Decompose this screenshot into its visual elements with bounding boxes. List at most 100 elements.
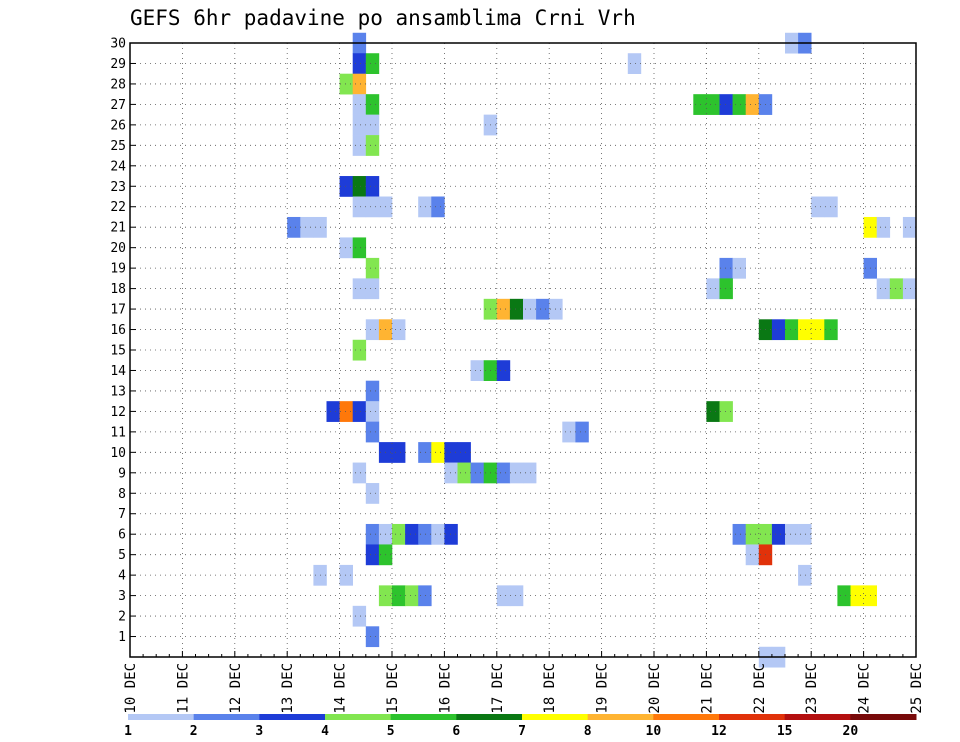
x-tick-label: 19 DEC <box>595 663 611 714</box>
colorbar-segment <box>128 714 195 720</box>
y-tick-label: 18 <box>110 282 126 297</box>
colorbar-label: 12 <box>711 724 727 739</box>
heatmap-cell <box>431 196 445 218</box>
heatmap-cell <box>562 421 576 443</box>
x-tick-label: 10 DEC <box>123 663 139 714</box>
colorbar-segment <box>784 714 851 720</box>
y-tick-label: 26 <box>110 118 126 133</box>
heatmap-cell <box>509 585 524 607</box>
heatmap-cell <box>392 523 406 545</box>
heatmap-cell <box>352 278 367 300</box>
heatmap-cell <box>444 442 458 463</box>
y-axis: 1234567891011121314151617181920212223242… <box>110 37 136 645</box>
heatmap-cell <box>719 278 733 300</box>
colorbar-label: 2 <box>190 724 198 739</box>
colorbar-label: 15 <box>777 724 793 739</box>
y-tick-label: 8 <box>118 487 126 502</box>
heatmap-cell <box>732 523 746 545</box>
heatmap-cell <box>785 319 799 341</box>
y-tick-label: 15 <box>110 344 126 359</box>
colorbar-segment <box>653 714 720 720</box>
x-axis: 10 DEC 11 DEC 12 DEC 13 DEC 14 DEC 15 DEC 16 D… <box>123 651 925 714</box>
heatmap-cell <box>405 585 419 607</box>
y-tick-label: 23 <box>110 180 126 195</box>
heatmap-cell <box>902 216 917 238</box>
colorbar-segment <box>522 714 589 720</box>
y-tick-label: 5 <box>118 548 126 563</box>
heatmap-cell <box>496 298 511 320</box>
y-tick-label: 10 <box>110 446 126 461</box>
y-tick-label: 20 <box>110 241 126 256</box>
heatmap-cell <box>339 73 353 95</box>
heatmap-cell <box>509 298 524 320</box>
heatmap-cell <box>431 523 445 545</box>
x-tick-label: 23 DEC <box>804 663 820 714</box>
heatmap-cell <box>876 216 891 238</box>
y-tick-label: 9 <box>118 466 126 481</box>
colorbar-segment <box>850 714 917 720</box>
heatmap-cell <box>418 442 432 463</box>
colorbar-segment <box>325 714 392 720</box>
heatmap-cell <box>365 135 380 156</box>
heatmap-cell <box>339 564 353 586</box>
heatmap-cell <box>365 257 380 279</box>
heatmap-cell <box>470 360 484 381</box>
cells-layer <box>287 32 917 668</box>
heatmap-cell <box>365 523 380 545</box>
heatmap-cell <box>523 462 537 484</box>
heatmap-cell <box>352 73 367 95</box>
colorbar-label: 20 <box>843 724 859 739</box>
heatmap-cell <box>719 94 733 115</box>
y-tick-label: 19 <box>110 262 126 277</box>
heatmap-cell <box>771 523 786 545</box>
heatmap-cell <box>536 298 550 320</box>
y-tick-label: 22 <box>110 200 126 215</box>
y-tick-label: 4 <box>118 569 126 584</box>
heatmap-cell <box>798 564 812 586</box>
heatmap-cell <box>706 401 720 422</box>
y-tick-label: 24 <box>110 159 126 174</box>
heatmap-cell <box>732 257 746 279</box>
heatmap-cell <box>365 626 380 648</box>
heatmap-cell <box>457 462 471 484</box>
y-tick-label: 28 <box>110 77 126 92</box>
heatmap-cell <box>392 319 406 341</box>
heatmap-cell <box>352 339 367 361</box>
heatmap-cell <box>352 196 367 218</box>
heatmap-cell <box>457 442 471 463</box>
colorbar-label: 7 <box>518 724 526 739</box>
heatmap-cell <box>719 401 733 422</box>
heatmap-cell <box>837 585 851 607</box>
y-tick-label: 11 <box>110 425 126 440</box>
heatmap-cell <box>365 114 380 136</box>
colorbar-segment <box>390 714 457 720</box>
heatmap-cell <box>352 135 367 156</box>
heatmap-cell <box>365 196 380 218</box>
heatmap-cell <box>745 94 760 115</box>
y-tick-label: 2 <box>118 610 126 625</box>
heatmap-cell <box>902 278 917 300</box>
y-tick-label: 13 <box>110 384 126 399</box>
heatmap-cell <box>811 196 825 218</box>
heatmap-cell <box>405 523 419 545</box>
heatmap-cell <box>798 523 812 545</box>
y-tick-label: 17 <box>110 303 126 318</box>
heatmap-cell <box>876 278 891 300</box>
heatmap-cell <box>352 605 367 627</box>
heatmap-cell <box>444 462 458 484</box>
heatmap-cell <box>365 421 380 443</box>
x-tick-label: 16 DEC <box>437 663 453 714</box>
colorbar-label: 4 <box>321 724 329 739</box>
x-tick-label: 13 DEC <box>280 663 296 714</box>
heatmap-cell <box>352 53 367 74</box>
heatmap-cell <box>509 462 524 484</box>
x-tick-label: 14 DEC <box>333 663 349 714</box>
heatmap-cell <box>300 216 314 238</box>
heatmap-cell <box>470 462 484 484</box>
heatmap-cell <box>365 319 380 341</box>
y-tick-label: 3 <box>118 589 126 604</box>
heatmap-cell <box>365 544 380 566</box>
heatmap-cell <box>352 401 367 422</box>
heatmap-cell <box>706 94 720 115</box>
